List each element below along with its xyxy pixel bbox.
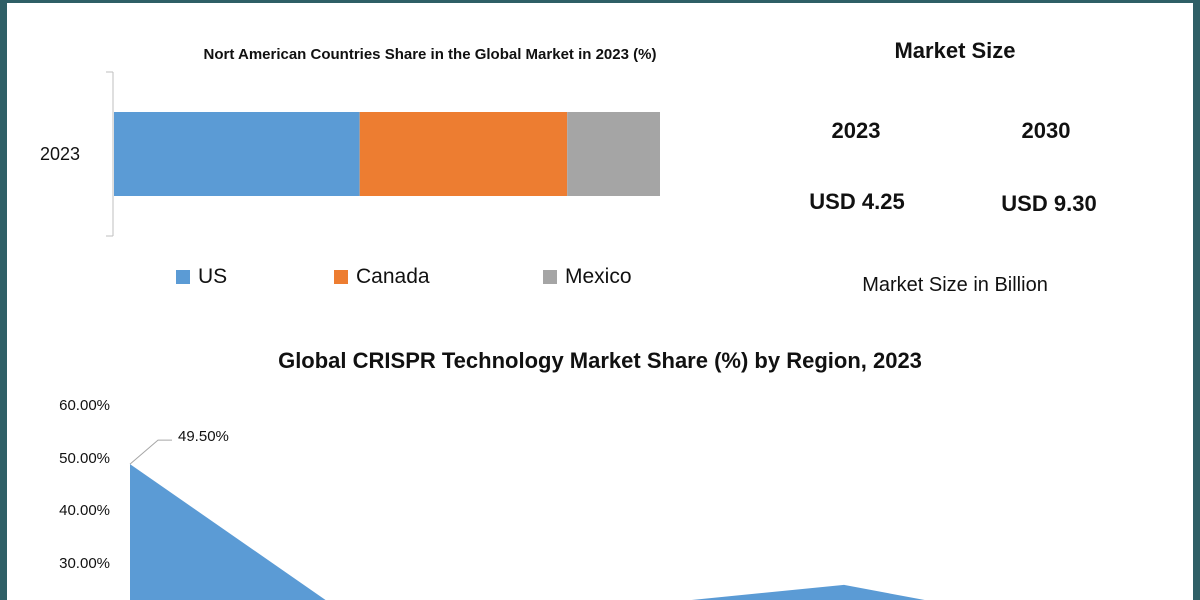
y-tick-label: 50.00%	[59, 450, 110, 467]
legend-swatch-canada	[334, 270, 348, 284]
legend-label-us: US	[198, 265, 228, 288]
legend-label-canada: Canada	[356, 265, 430, 288]
legend-item-mexico: Mexico	[543, 265, 632, 289]
frame-top-border	[0, 0, 1200, 3]
market-size-title: Market Size	[894, 38, 1016, 63]
data-label-leader-line	[129, 439, 172, 465]
legend-swatch-us	[176, 270, 190, 284]
frame-right-border	[1193, 0, 1200, 600]
bar-segment-us	[114, 112, 360, 196]
legend-label-mexico: Mexico	[565, 265, 632, 288]
bar-category-label: 2023	[39, 144, 81, 164]
area-chart	[129, 439, 1082, 600]
y-tick-label: 40.00%	[59, 502, 110, 519]
market-size-note: Market Size in Billion	[862, 274, 1048, 296]
y-tick-label: 60.00%	[59, 397, 110, 414]
bar-chart-title: Nort American Countries Share in the Glo…	[203, 46, 657, 63]
legend-item-us: US	[176, 265, 227, 289]
y-tick-label: 30.00%	[59, 555, 110, 572]
market-value-2023: USD 4.25	[809, 189, 905, 214]
area-chart-title: Global CRISPR Technology Market Share (%…	[278, 348, 922, 373]
legend-swatch-mexico	[543, 270, 557, 284]
legend-item-canada: Canada	[334, 265, 430, 289]
bar-segment-canada	[359, 112, 568, 196]
market-year-2023: 2023	[831, 118, 881, 143]
bar-segment-mexico	[567, 112, 660, 196]
market-value-2030: USD 9.30	[1001, 191, 1097, 216]
stacked-bar-chart	[106, 71, 660, 237]
data-label-first-point: 49.50%	[178, 428, 229, 445]
market-year-2030: 2030	[1021, 118, 1071, 143]
frame-left-border	[0, 0, 7, 600]
area-series	[130, 464, 1082, 600]
